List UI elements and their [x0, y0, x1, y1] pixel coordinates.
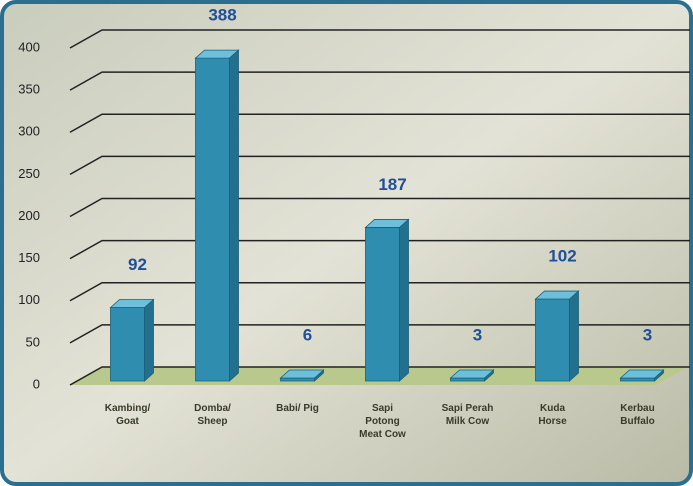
y-tick-label: 50 [26, 334, 40, 349]
bar-top [534, 290, 580, 300]
x-tick-label: Domba/ Sheep [194, 403, 231, 427]
bar [534, 290, 580, 382]
bar [194, 49, 240, 382]
y-tick-label: 300 [18, 124, 40, 139]
grid-line [69, 239, 690, 260]
x-tick-label: Sapi Perah Milk Cow [441, 403, 494, 427]
bar-side [144, 298, 154, 382]
x-tick-label: Kerbau Buffalo [620, 403, 655, 427]
grid-line [69, 155, 690, 176]
y-tick-label: 100 [18, 292, 40, 307]
grid-line [69, 324, 690, 344]
y-tick-label: 200 [18, 208, 40, 223]
bar [279, 369, 325, 382]
grid-line [69, 113, 690, 133]
x-tick-label: Kuda Horse [538, 403, 567, 427]
grid-line [69, 282, 690, 302]
value-label: 92 [128, 255, 147, 274]
value-label: 6 [303, 325, 312, 344]
y-tick-label: 400 [18, 39, 40, 54]
value-label: 187 [378, 175, 406, 194]
bar-top [364, 219, 410, 228]
x-tick-label: Kambing/ Goat [104, 403, 151, 427]
x-tick-label: Babi/ Pig [276, 403, 319, 414]
grid-line [69, 366, 690, 386]
bar-front [195, 57, 230, 382]
grid-line [69, 71, 690, 91]
bar [449, 369, 495, 382]
bar-side [229, 49, 239, 382]
bar-front [450, 377, 485, 382]
bar-front [535, 298, 570, 382]
y-tick-label: 150 [18, 250, 40, 265]
bar-side [569, 290, 579, 382]
bar [109, 298, 155, 382]
bar-front [365, 227, 400, 382]
bar [619, 369, 665, 382]
y-tick-label: 250 [18, 166, 40, 181]
value-label: 102 [548, 247, 576, 266]
bar-front [280, 377, 315, 382]
bar-front [110, 307, 145, 382]
bar-top [279, 369, 325, 379]
x-tick-label: Sapi Potong Meat Cow [359, 403, 406, 440]
bar-top [449, 369, 495, 379]
grid-line [69, 197, 690, 218]
y-tick-label: 0 [33, 376, 40, 391]
value-label: 3 [643, 325, 652, 344]
bar-top [194, 49, 240, 59]
bar-side [399, 218, 409, 382]
y-tick-label: 350 [18, 82, 40, 97]
bar [364, 218, 410, 382]
value-label: 388 [208, 6, 236, 25]
bar-top [109, 299, 155, 308]
bar-front [620, 377, 655, 382]
value-label: 3 [473, 325, 482, 344]
grid-line [69, 29, 690, 49]
bar-top [619, 369, 665, 379]
